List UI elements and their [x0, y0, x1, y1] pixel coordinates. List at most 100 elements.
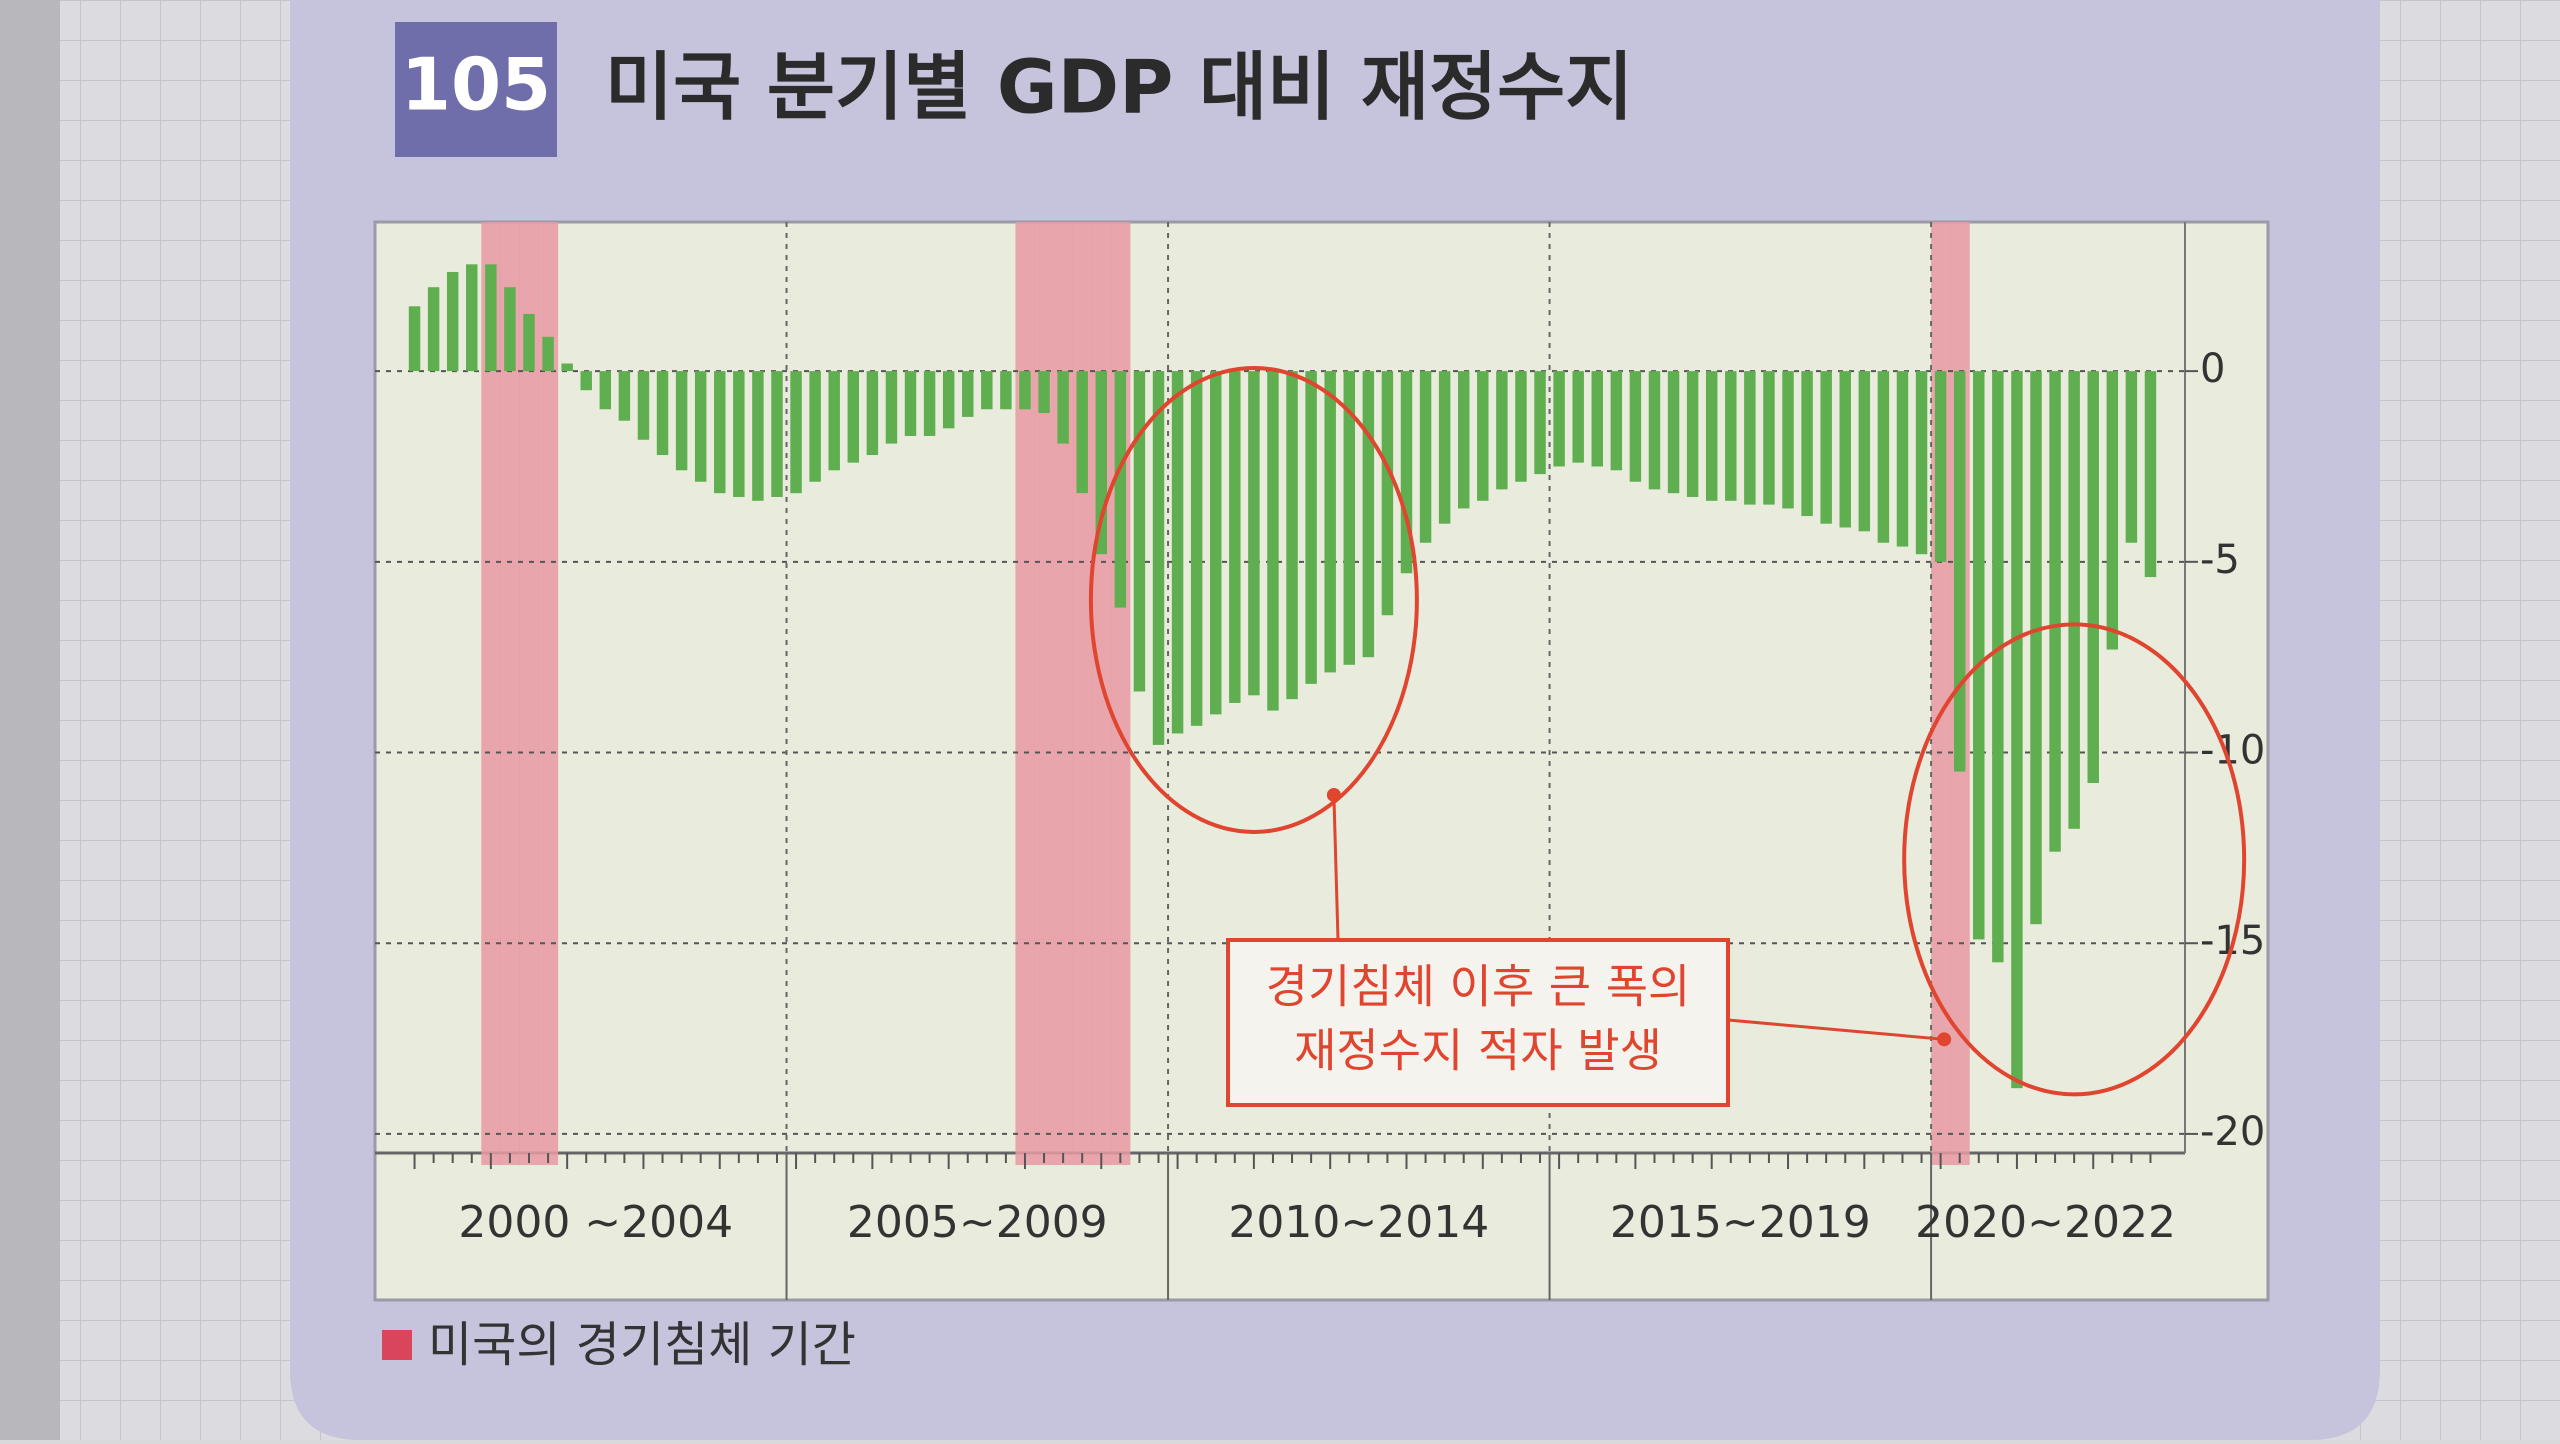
recession-band [538, 222, 559, 1165]
bar [1229, 371, 1241, 703]
bar [752, 371, 764, 501]
bar [1610, 371, 1623, 471]
y-tick-label: -10 [2200, 728, 2265, 774]
bar [1629, 371, 1642, 482]
bar [866, 371, 879, 456]
bar [2011, 371, 2023, 1089]
callout-dot [1937, 1032, 1952, 1047]
x-group-label: 2005~2009 [847, 1197, 1108, 1248]
bar [2125, 371, 2138, 543]
bar [1915, 371, 1928, 555]
bar [1858, 371, 1871, 532]
bar [1324, 371, 1336, 673]
bar [847, 371, 860, 463]
bar [1744, 371, 1756, 505]
bar [1305, 371, 1317, 684]
bar [1343, 371, 1355, 665]
x-group-label: 2000 ~2004 [458, 1197, 733, 1248]
bar [1934, 371, 1947, 562]
bar [828, 371, 840, 471]
bar [1705, 371, 1718, 501]
bar [542, 336, 554, 372]
recession-band [1091, 222, 1112, 1165]
bar [656, 371, 669, 456]
bar [1210, 371, 1222, 715]
bar [2068, 371, 2080, 829]
bar [1725, 371, 1737, 501]
bar [885, 371, 898, 444]
figure-number-box [395, 22, 557, 157]
recession-band [519, 222, 540, 1165]
bar [466, 264, 478, 372]
recession-band [1931, 222, 1951, 1165]
recession-band [1015, 222, 1036, 1165]
bar [1973, 371, 1985, 940]
bar [1992, 371, 2004, 963]
bar [1686, 371, 1699, 497]
bar [1114, 371, 1127, 608]
recession-band [1110, 222, 1131, 1165]
annotation-text: 재정수지 적자 발생 [1294, 1024, 1662, 1078]
bar [1572, 371, 1584, 463]
bar [1152, 371, 1165, 745]
bar [446, 271, 459, 372]
bar [1267, 371, 1279, 711]
bar [962, 371, 974, 417]
x-group-label: 2020~2022 [1915, 1197, 2176, 1248]
bar [1038, 371, 1050, 414]
bar-layer [408, 264, 2157, 1089]
callout-line [1332, 794, 1340, 941]
bar [427, 287, 440, 372]
bar [1438, 371, 1451, 524]
bar [981, 371, 993, 410]
bar [1763, 371, 1775, 505]
bar [1133, 371, 1146, 692]
callout-dot [1326, 787, 1341, 802]
bar [694, 371, 707, 482]
legend-label: 미국의 경기침체 기간 [428, 1317, 856, 1373]
plot [375, 222, 2185, 1165]
bar [809, 371, 821, 482]
bar [1076, 371, 1088, 494]
bar [1190, 371, 1203, 726]
bar [733, 371, 745, 497]
callout-ellipse [1902, 622, 2247, 1097]
bar [923, 371, 936, 436]
bar [1171, 371, 1184, 734]
bar [1057, 371, 1069, 444]
bar [1019, 371, 1031, 410]
bar [1515, 371, 1527, 482]
bar [1820, 371, 1832, 524]
bar [599, 371, 612, 410]
bar [1458, 371, 1470, 509]
bar [1877, 371, 1890, 543]
bar [1896, 371, 1909, 547]
recession-band [1053, 222, 1074, 1165]
y-tick-label: 0 [2200, 346, 2225, 392]
bar [904, 371, 917, 436]
bar [1534, 371, 1546, 475]
bar [2049, 371, 2061, 852]
bar [2106, 371, 2119, 650]
callout-line [1727, 1018, 1945, 1041]
x-group-label: 2010~2014 [1228, 1197, 1489, 1248]
bar [2087, 371, 2099, 784]
bar [1248, 371, 1260, 696]
y-tick-label: -20 [2200, 1109, 2265, 1155]
bar [675, 371, 688, 471]
bar [1496, 371, 1508, 490]
bar [942, 371, 955, 429]
bar [2144, 371, 2157, 578]
bar [408, 306, 421, 372]
recession-band [1072, 222, 1093, 1165]
bar [504, 287, 516, 372]
bar [523, 313, 535, 372]
bar [714, 371, 726, 494]
bar [1801, 371, 1813, 517]
bar [1419, 371, 1432, 543]
bar [1667, 371, 1680, 494]
bar [637, 371, 650, 440]
bar [790, 371, 802, 494]
annotation-text: 경기침체 이후 큰 폭의 [1266, 960, 1691, 1014]
